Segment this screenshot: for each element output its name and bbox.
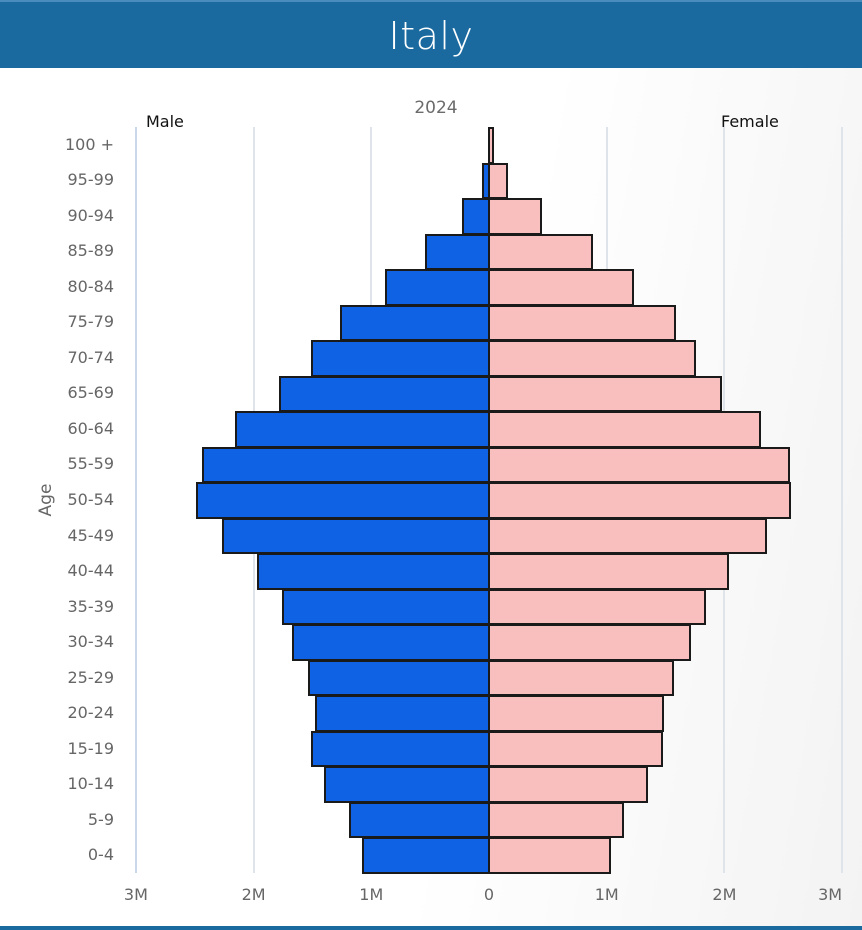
age-group-label: 0-4 — [87, 845, 114, 865]
age-group-label: 85-89 — [67, 241, 115, 261]
male-bar[interactable] — [311, 340, 490, 377]
female-bar[interactable] — [488, 482, 792, 519]
x-tick-label: 3M — [123, 885, 148, 904]
female-bar[interactable] — [488, 624, 692, 661]
x-tick-label: 1M — [594, 885, 619, 904]
age-group-label: 5-9 — [87, 809, 114, 829]
male-bar[interactable] — [195, 482, 490, 519]
x-tick-label: 1M — [359, 885, 384, 904]
male-bar[interactable] — [281, 588, 490, 626]
age-group-label: 45-49 — [67, 525, 115, 545]
female-bar[interactable] — [488, 659, 674, 697]
age-group-label: 20-24 — [67, 703, 115, 723]
gridline — [134, 127, 137, 873]
male-bar[interactable] — [348, 801, 490, 839]
female-bar[interactable] — [488, 411, 761, 448]
country-title: Italy — [388, 14, 474, 58]
female-bar[interactable] — [488, 588, 706, 626]
age-group-label: 25-29 — [67, 667, 115, 687]
gridline — [841, 127, 844, 873]
age-group-label: 60-64 — [67, 418, 115, 438]
female-bar[interactable] — [488, 340, 697, 377]
male-bar[interactable] — [385, 269, 490, 306]
male-label: Male — [146, 112, 184, 131]
female-bar[interactable] — [488, 127, 494, 164]
female-bar[interactable] — [488, 304, 677, 342]
male-bar[interactable] — [314, 695, 490, 732]
age-group-label: 80-84 — [67, 276, 115, 296]
male-bar[interactable] — [311, 730, 490, 768]
female-bar[interactable] — [488, 837, 612, 874]
age-group-label: 40-44 — [67, 561, 115, 581]
male-bar[interactable] — [292, 624, 490, 661]
male-bar[interactable] — [324, 766, 490, 803]
female-bar[interactable] — [488, 553, 730, 590]
age-group-label: 70-74 — [67, 347, 115, 367]
female-bar[interactable] — [488, 517, 767, 555]
male-bar[interactable] — [221, 517, 490, 555]
title-bar: Italy — [0, 0, 862, 68]
female-bar[interactable] — [488, 766, 648, 803]
male-bar[interactable] — [425, 233, 490, 271]
female-bar[interactable] — [488, 162, 508, 200]
male-bar[interactable] — [339, 304, 490, 342]
female-bar[interactable] — [488, 695, 665, 732]
bottom-border — [0, 926, 862, 930]
age-group-label: 90-94 — [67, 205, 115, 225]
x-tick-label: 0 — [483, 885, 495, 904]
female-bar[interactable] — [488, 801, 625, 839]
age-group-label: 50-54 — [67, 490, 115, 509]
age-group-label: 30-34 — [67, 632, 115, 652]
age-group-label: 65-69 — [67, 383, 115, 403]
female-bar[interactable] — [488, 269, 634, 306]
female-bar[interactable] — [488, 375, 723, 413]
female-bar[interactable] — [488, 233, 593, 271]
female-bar[interactable] — [488, 730, 664, 768]
age-group-label: 15-19 — [67, 738, 115, 758]
male-bar[interactable] — [279, 375, 490, 413]
age-group-label: 100 + — [64, 134, 114, 154]
x-tick-label: 3M — [818, 885, 843, 904]
x-tick-label: 2M — [712, 885, 737, 904]
chart-year: 2024 — [414, 98, 458, 118]
x-tick-label: 2M — [241, 885, 266, 904]
age-group-label: 75-79 — [67, 312, 115, 332]
male-bar[interactable] — [201, 446, 490, 484]
female-bar[interactable] — [488, 198, 542, 235]
male-bar[interactable] — [361, 837, 490, 874]
age-group-label: 35-39 — [67, 596, 115, 616]
female-label: Female — [721, 112, 779, 131]
male-bar[interactable] — [257, 553, 490, 590]
age-group-label: 55-59 — [67, 454, 115, 474]
female-bar[interactable] — [488, 446, 791, 484]
age-group-label: 95-99 — [67, 170, 115, 190]
male-bar[interactable] — [307, 659, 490, 697]
age-group-label: 10-14 — [67, 774, 115, 794]
male-bar[interactable] — [234, 411, 490, 448]
male-bar[interactable] — [461, 198, 490, 235]
